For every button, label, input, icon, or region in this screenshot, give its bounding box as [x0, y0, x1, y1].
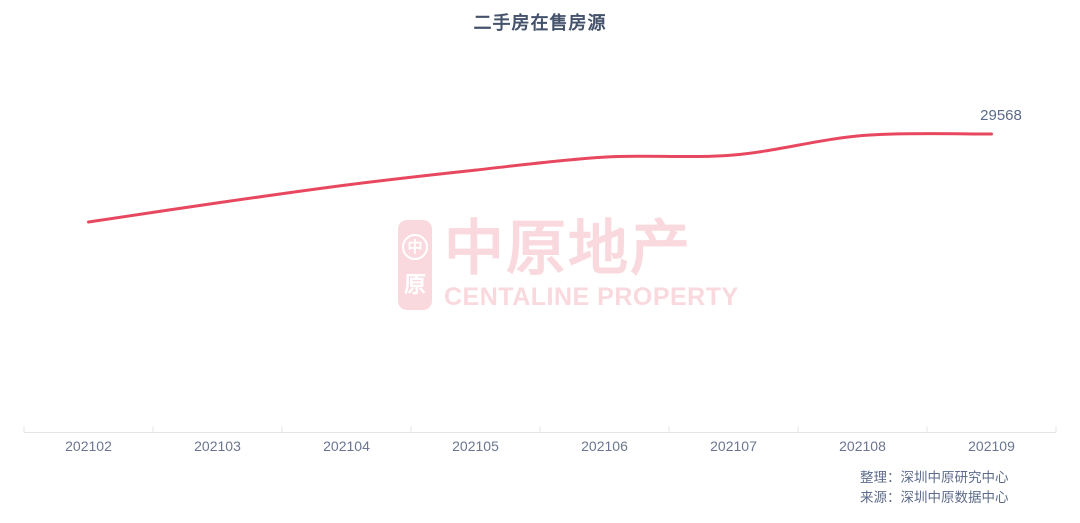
- x-axis-label: 202102: [65, 438, 112, 454]
- x-axis-label: 202106: [581, 438, 628, 454]
- watermark-brand-text: 中原地产: [444, 215, 692, 282]
- x-axis-label: 202108: [839, 438, 886, 454]
- centaline-seal-logo-icon: 中 原: [398, 220, 432, 310]
- centaline-watermark: 中 原 中原地产 CENTALINE PROPERTY: [398, 216, 739, 312]
- x-axis-label: 202104: [323, 438, 370, 454]
- x-axis-label: 202103: [194, 438, 241, 454]
- watermark-brand-subtext: CENTALINE PROPERTY: [444, 283, 739, 311]
- x-axis: 202102 202103 202104 202105 202106 20210…: [24, 438, 1056, 455]
- credit-source: 来源：深圳中原数据中心: [860, 490, 1009, 505]
- last-point-value-label: 29568: [980, 107, 1022, 124]
- chart-title: 二手房在售房源: [473, 13, 607, 33]
- credit-compiled-by: 整理：深圳中原研究中心: [860, 470, 1009, 485]
- x-axis-ticks: [23, 426, 1057, 433]
- series-line: [87, 132, 993, 224]
- x-axis-label: 202109: [968, 438, 1015, 454]
- data-credits: 整理：深圳中原研究中心 来源：深圳中原数据中心: [860, 468, 1009, 508]
- seal-zhong-glyph: 中: [402, 234, 428, 260]
- seal-yuan-glyph: 原: [403, 272, 426, 297]
- x-axis-label: 202105: [452, 438, 499, 454]
- x-axis-label: 202107: [710, 438, 757, 454]
